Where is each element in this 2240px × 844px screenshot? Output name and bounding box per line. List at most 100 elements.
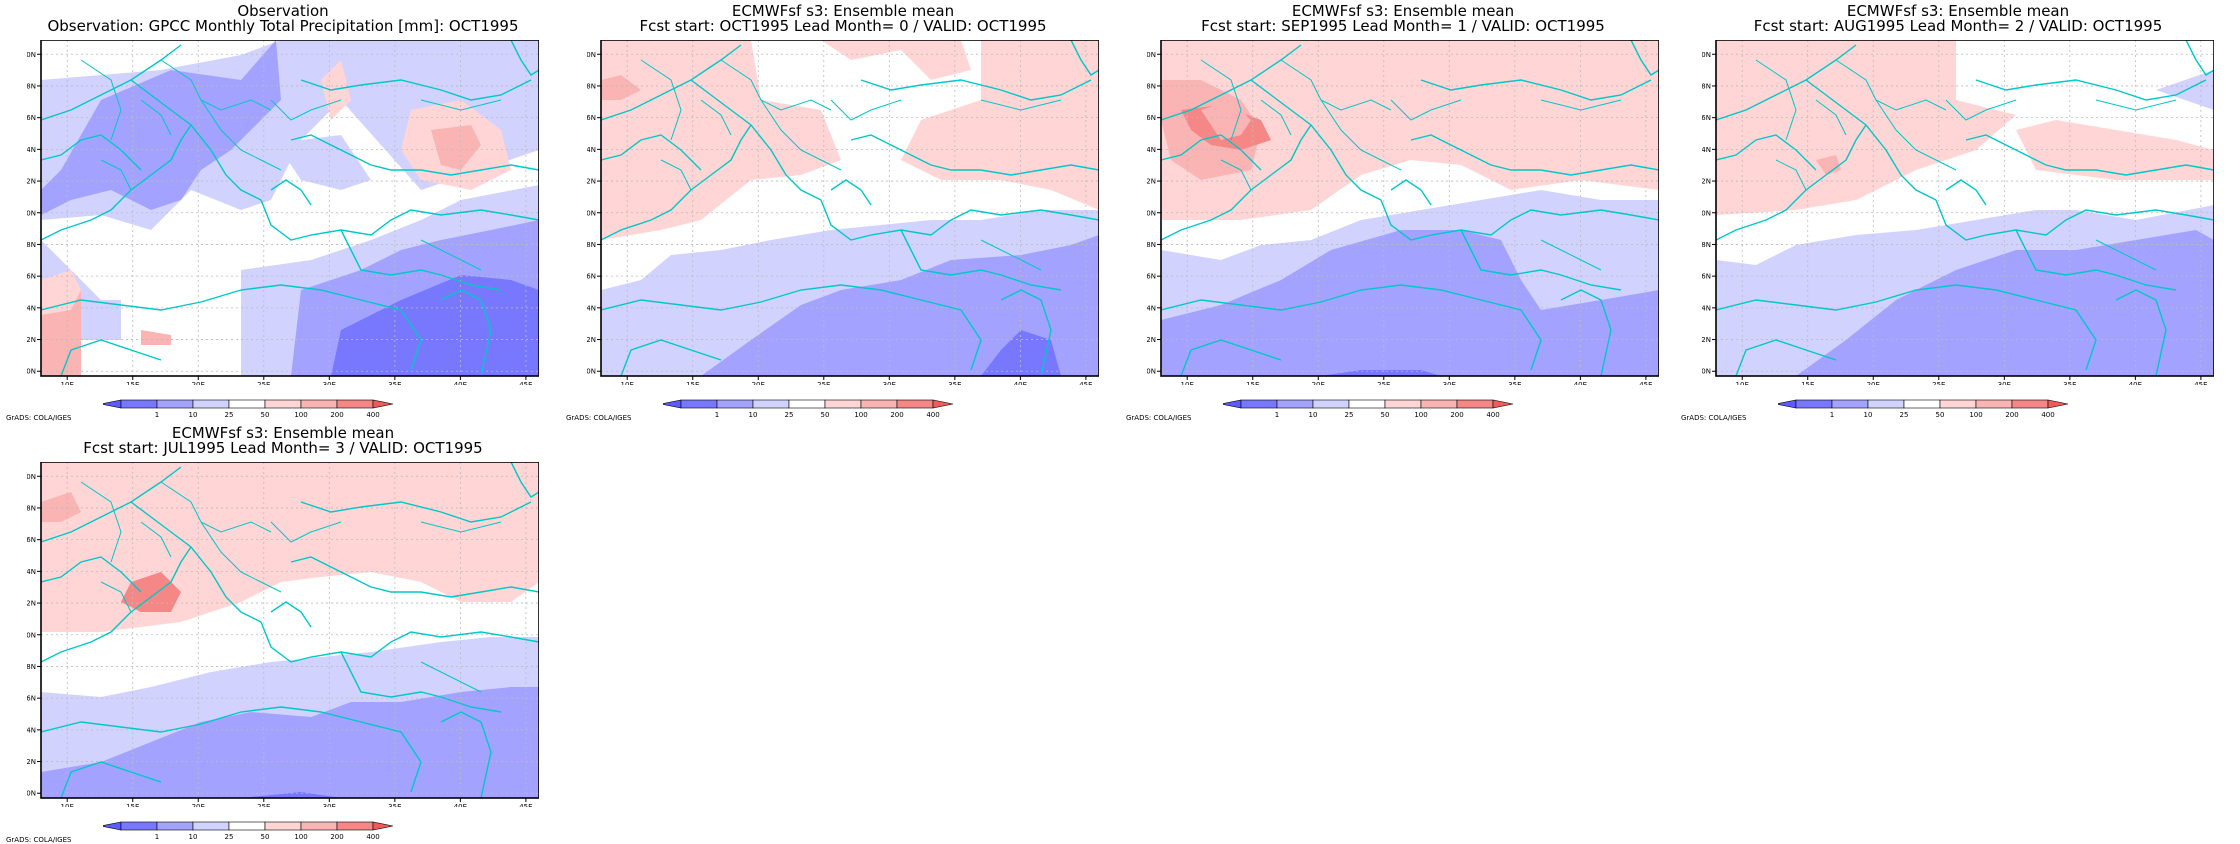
colorbar-label: 1 [155, 411, 159, 419]
lon-tick-label: 40E [454, 381, 467, 385]
lon-tick-label: 15E [686, 381, 699, 385]
precip-contour-13 [511, 40, 539, 110]
coastline-3 [1716, 134, 1817, 171]
colorbar-label: 1 [715, 411, 719, 419]
border-5 [2095, 99, 2177, 111]
coastline-6 [41, 706, 422, 793]
lat-tick-label: 40N [1702, 209, 1711, 217]
lon-tick-label: 35E [2063, 381, 2076, 385]
coastline-0 [601, 44, 742, 121]
border-7 [830, 99, 902, 121]
coastline-8 [270, 179, 312, 206]
coastline-11 [620, 339, 722, 376]
coastline-1 [130, 501, 262, 623]
border-0 [1755, 59, 1797, 141]
panel-subtitle: Fcst start: AUG1995 Lead Month= 2 / VALI… [1753, 17, 2163, 35]
precipitation-map: 10E 15E 20E 25E 30E 35E 40E 45E 30N 32N 34N 36N 38N 4… [27, 462, 539, 807]
precip-contour-3 [1201, 100, 1251, 140]
colorbar: 1 10 25 50 100 200 400 [103, 399, 394, 419]
map-panel-lead-0: ECMWFsf s3: Ensemble mean Fcst start: OC… [563, 0, 1123, 422]
lon-tick-label: 45E [1079, 381, 1092, 385]
lon-tick-label: 20E [192, 803, 205, 807]
coastline-5 [340, 229, 502, 291]
grads-credit: GrADS: COLA/IGES [566, 414, 632, 422]
coastline-11 [1735, 339, 1837, 376]
colorbar-swatch [1276, 399, 1314, 409]
lon-tick-label: 35E [948, 381, 961, 385]
colorbar-swatch [336, 821, 374, 831]
lon-tick-label: 25E [1377, 381, 1390, 385]
coastline-5 [900, 229, 1062, 291]
border-3 [200, 99, 242, 151]
lon-tick-label: 35E [388, 381, 401, 385]
colorbar-label: 1 [1275, 411, 1279, 419]
coastline-11 [1180, 339, 1282, 376]
lat-tick-label: 34N [1702, 304, 1711, 312]
border-8 [1220, 159, 1252, 191]
coastline-3 [41, 134, 142, 171]
map-panel-lead-2: ECMWFsf s3: Ensemble mean Fcst start: AU… [1678, 0, 2238, 422]
lat-tick-label: 30N [1702, 368, 1711, 376]
colorbar-swatch [1795, 399, 1833, 409]
colorbar-swatch [716, 399, 754, 409]
border-7 [1945, 99, 2017, 121]
precip-contour-3 [601, 75, 641, 100]
colorbar-label: 50 [261, 833, 270, 841]
precip-contour-1 [41, 40, 281, 215]
lat-tick-label: 40N [27, 209, 36, 217]
coastline-3 [1161, 134, 1262, 171]
colorbar-swatch [228, 821, 266, 831]
colorbar-swatch [1831, 399, 1869, 409]
colorbar-label: 400 [2041, 411, 2054, 419]
border-6 [420, 661, 482, 693]
precip-contour-5 [431, 125, 481, 170]
lat-tick-label: 34N [27, 726, 36, 734]
precip-contour-4 [1796, 230, 2214, 376]
lat-tick-label: 34N [1147, 304, 1156, 312]
map-panel-lead-1: ECMWFsf s3: Ensemble mean Fcst start: SE… [1123, 0, 1683, 422]
colorbar-swatch [1456, 399, 1494, 409]
border-4 [1360, 149, 1402, 171]
panel-title: ECMWFsf s3: Ensemble mean [1291, 2, 1515, 20]
colorbar-label: 400 [366, 833, 379, 841]
grads-credit: GrADS: COLA/IGES [6, 414, 72, 422]
coastline-9 [1965, 134, 2214, 176]
precip-contour-5 [1161, 230, 1659, 376]
lon-tick-label: 15E [1801, 381, 1814, 385]
border-1 [1835, 59, 1947, 111]
colorbar-swatch [228, 399, 266, 409]
border-7 [270, 521, 342, 543]
precip-contour-1 [821, 40, 971, 80]
lat-tick-label: 38N [27, 241, 36, 249]
border-2 [140, 521, 172, 558]
precip-contour-1 [2016, 120, 2214, 180]
precip-contour-0 [1161, 40, 1659, 220]
coastline-5 [340, 651, 502, 713]
lon-tick-label: 45E [2194, 381, 2207, 385]
colorbar-swatch [1420, 399, 1458, 409]
coastline-8 [1945, 179, 1987, 206]
coastline-11 [60, 761, 162, 798]
border-8 [660, 159, 692, 191]
border-2 [1260, 99, 1292, 136]
colorbar-label: 25 [1345, 411, 1354, 419]
border-3 [200, 521, 242, 573]
lat-tick-label: 46N [27, 114, 36, 122]
lat-tick-label: 46N [27, 536, 36, 544]
coastline-8 [1390, 179, 1432, 206]
lon-tick-label: 10E [1181, 381, 1194, 385]
colorbar-label: 100 [854, 411, 867, 419]
lon-tick-label: 15E [126, 803, 139, 807]
lon-tick-label: 30E [883, 381, 896, 385]
colorbar-label: 10 [189, 411, 198, 419]
border-8 [1775, 159, 1807, 191]
lat-tick-label: 40N [27, 631, 36, 639]
colorbar: 1 10 25 50 100 200 400 [103, 821, 394, 841]
coastline-6 [41, 284, 422, 371]
lon-tick-label: 25E [257, 381, 270, 385]
border-0 [80, 481, 122, 563]
lon-tick-label: 20E [752, 381, 765, 385]
colorbar-label: 100 [1969, 411, 1982, 419]
colorbar-swatch [752, 399, 790, 409]
lon-tick-label: 40E [1014, 381, 1027, 385]
